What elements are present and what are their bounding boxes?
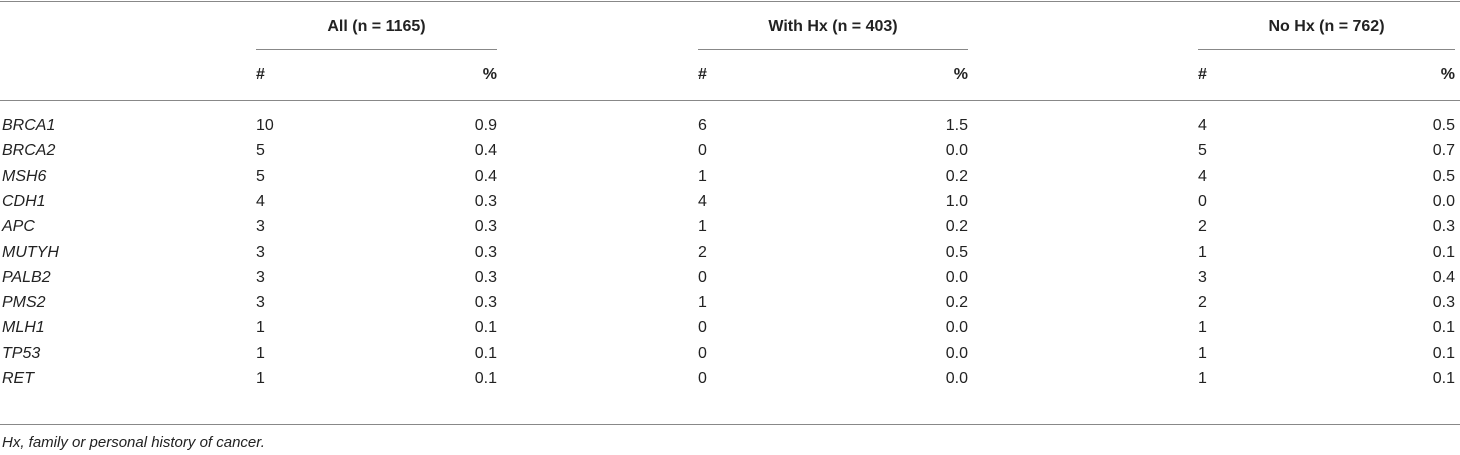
group-rule xyxy=(1198,49,1455,50)
group-header: All (n = 1165) xyxy=(327,18,426,35)
cell: 0.3 xyxy=(1432,294,1455,312)
cell: 4 xyxy=(1198,117,1207,134)
cell: 2 xyxy=(1198,218,1207,236)
cell: 1.5 xyxy=(945,117,968,134)
gene-name: PMS2 xyxy=(2,294,46,312)
footnote: Hx, family or personal history of cancer… xyxy=(2,434,265,451)
cell: 0.0 xyxy=(945,370,968,387)
cell: 0.1 xyxy=(1432,344,1455,362)
cell: 0.0 xyxy=(1432,192,1455,210)
cell: 0.9 xyxy=(474,117,497,134)
column-header: # xyxy=(256,66,265,83)
cell: 0.1 xyxy=(474,344,497,362)
gene-name: PALB2 xyxy=(2,268,51,286)
cell: 0.7 xyxy=(1432,142,1455,160)
top-rule xyxy=(0,1,1460,2)
cell: 3 xyxy=(256,218,265,236)
group-header: With Hx (n = 403) xyxy=(768,18,898,35)
gene-name: BRCA1 xyxy=(2,117,56,134)
cell: 1 xyxy=(256,370,265,387)
column-header: % xyxy=(1440,66,1455,83)
gene-name: MUTYH xyxy=(2,243,59,261)
cell: 0.0 xyxy=(945,268,968,286)
cell: 0 xyxy=(698,319,707,337)
column-header: # xyxy=(698,66,707,83)
cell: 0.1 xyxy=(1432,243,1455,261)
cell: 0.5 xyxy=(1432,117,1455,134)
bottom-rule xyxy=(0,424,1460,425)
cell: 0.4 xyxy=(1432,268,1455,286)
cell: 0.4 xyxy=(474,142,497,160)
group-rule xyxy=(698,49,968,50)
gene-name: TP53 xyxy=(2,344,41,362)
cell: 5 xyxy=(256,142,265,160)
cell: 2 xyxy=(698,243,707,261)
cell: 0.0 xyxy=(945,319,968,337)
cell: 0.0 xyxy=(945,142,968,160)
cell: 1 xyxy=(256,319,265,337)
cell: 1 xyxy=(1198,319,1207,337)
cell: 1 xyxy=(1198,370,1207,387)
cell: 0.2 xyxy=(945,218,968,236)
cell: 0.1 xyxy=(474,370,497,387)
cell: 1 xyxy=(698,294,707,312)
cell: 6 xyxy=(698,117,707,134)
cell: 10 xyxy=(256,117,274,134)
group-rule xyxy=(256,49,497,50)
cell: 0.1 xyxy=(474,319,497,337)
cell: 0.1 xyxy=(1432,319,1455,337)
cell: 1.0 xyxy=(945,192,968,210)
cell: 0 xyxy=(698,268,707,286)
cell: 0 xyxy=(1198,192,1207,210)
cell: 0.2 xyxy=(945,167,968,185)
cell: 0.3 xyxy=(474,192,497,210)
cell: 3 xyxy=(256,243,265,261)
gene-name: RET xyxy=(2,370,34,387)
cell: 2 xyxy=(1198,294,1207,312)
cell: 0.5 xyxy=(1432,167,1455,185)
column-header: # xyxy=(1198,66,1207,83)
cell: 0 xyxy=(698,344,707,362)
cell: 0 xyxy=(698,370,707,387)
gene-name: BRCA2 xyxy=(2,142,56,160)
column-header: % xyxy=(482,66,497,83)
cell: 0.3 xyxy=(1432,218,1455,236)
cell: 0.3 xyxy=(474,268,497,286)
group-header: No Hx (n = 762) xyxy=(1268,18,1385,35)
cell: 5 xyxy=(256,167,265,185)
cell: 3 xyxy=(256,268,265,286)
cell: 0.2 xyxy=(945,294,968,312)
gene-name: MSH6 xyxy=(2,167,47,185)
header-rule xyxy=(0,100,1460,101)
cell: 0.3 xyxy=(474,218,497,236)
cell: 1 xyxy=(698,167,707,185)
cell: 1 xyxy=(1198,344,1207,362)
cell: 0.1 xyxy=(1432,370,1455,387)
cell: 5 xyxy=(1198,142,1207,160)
cell: 0 xyxy=(698,142,707,160)
cell: 0.3 xyxy=(474,294,497,312)
cell: 1 xyxy=(256,344,265,362)
cell: 0.5 xyxy=(945,243,968,261)
gene-name: APC xyxy=(2,218,35,236)
cell: 3 xyxy=(256,294,265,312)
gene-name: MLH1 xyxy=(2,319,45,337)
cell: 0.3 xyxy=(474,243,497,261)
column-header: % xyxy=(953,66,968,83)
cell: 0.0 xyxy=(945,344,968,362)
cell: 0.4 xyxy=(474,167,497,185)
cell: 4 xyxy=(698,192,707,210)
cell: 3 xyxy=(1198,268,1207,286)
cell: 1 xyxy=(698,218,707,236)
cell: 1 xyxy=(1198,243,1207,261)
cell: 4 xyxy=(1198,167,1207,185)
cell: 4 xyxy=(256,192,265,210)
gene-name: CDH1 xyxy=(2,192,46,210)
